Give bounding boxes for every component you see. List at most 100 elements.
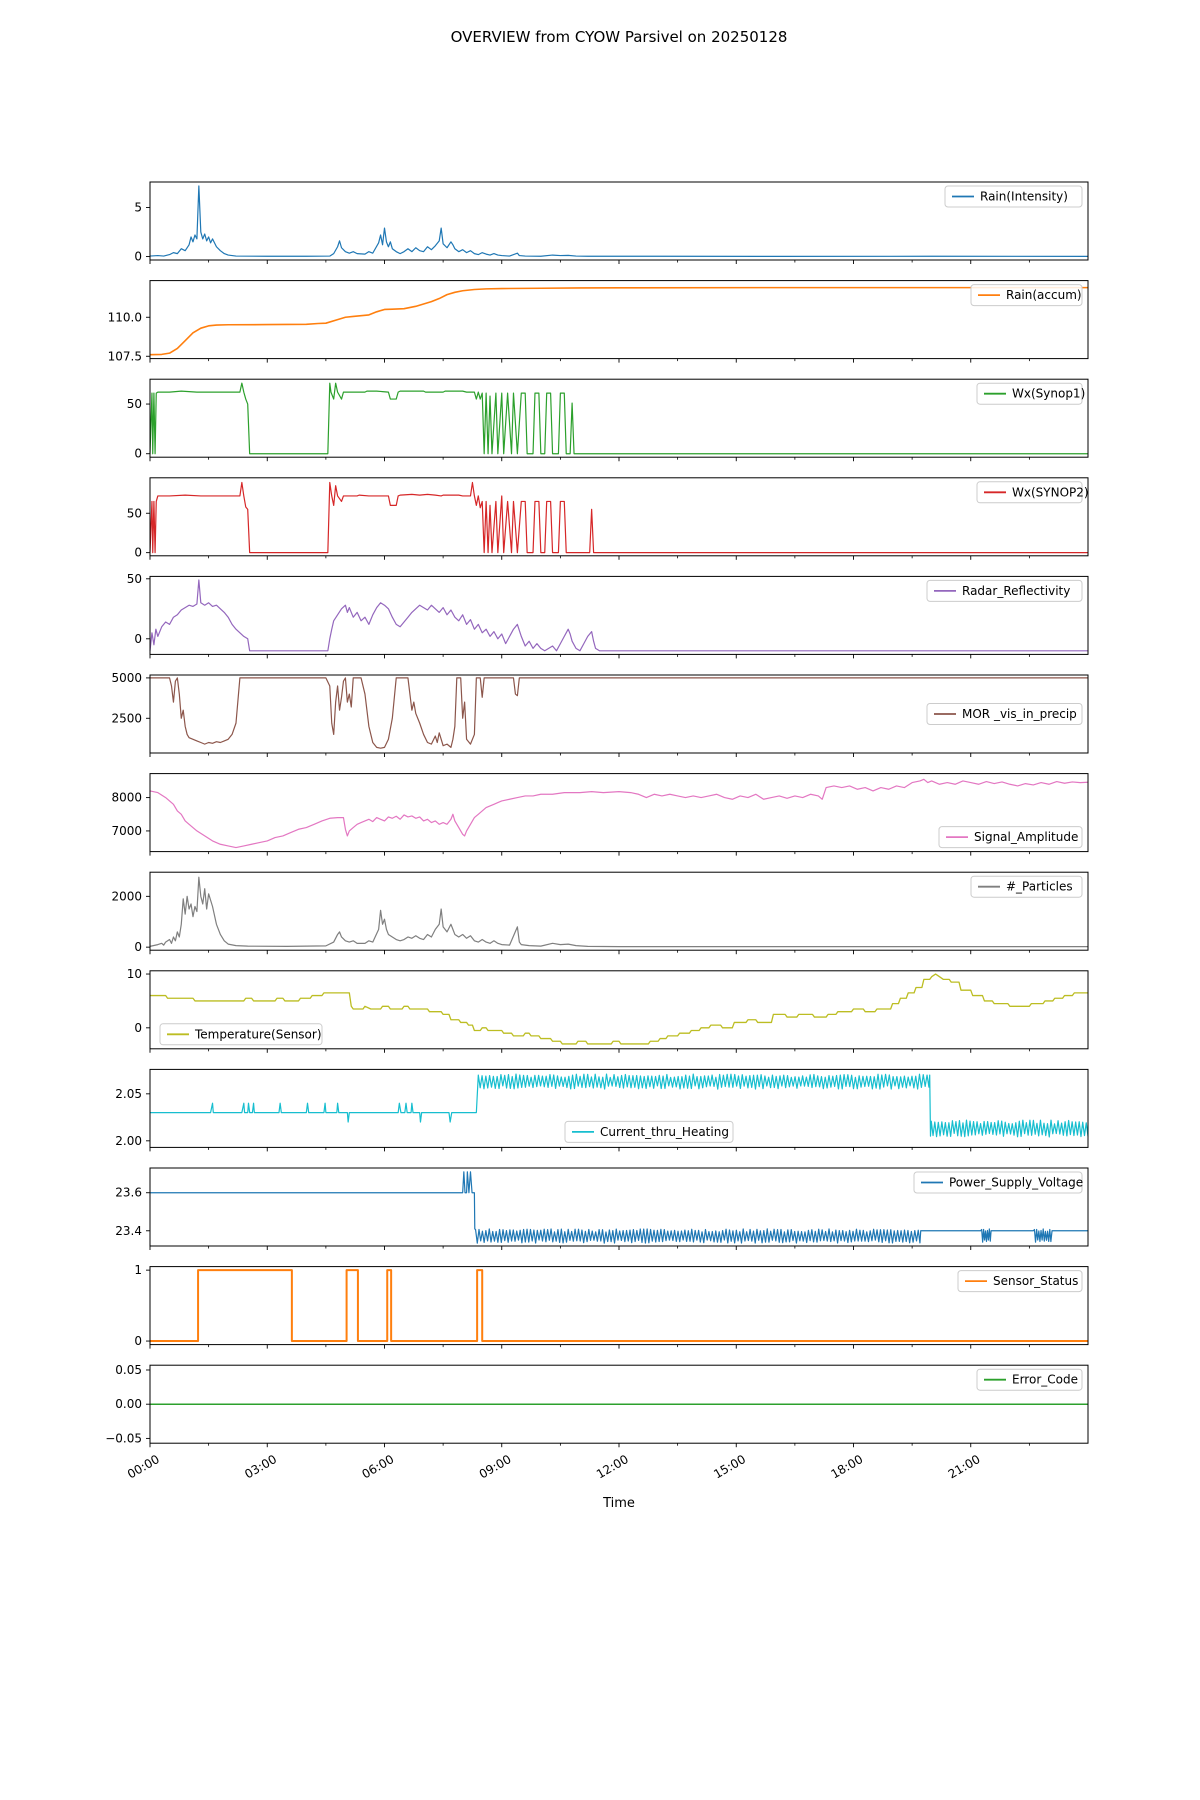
legend-label: Signal_Amplitude [974,830,1078,844]
y-tick-label: 8000 [111,791,142,805]
x-tick-label: 06:00 [359,1452,396,1481]
legend-box [938,826,1083,849]
legend-wx_synop1: Wx(Synop1) [976,382,1085,405]
legend-error_code: Error_Code [976,1368,1083,1391]
y-tick-label: 0 [134,1334,142,1348]
y-tick-label: 0 [134,940,142,954]
panel-n_particles: 2000 0 #_Particles [111,871,1089,955]
y-tick-label: 50 [127,397,142,411]
panel-current_heating: 2.05 2.00 Current_thru_Heating [115,1068,1089,1152]
x-tick-label: 12:00 [594,1452,631,1481]
axes-frame [149,871,1089,951]
y-tick-label: 0 [134,632,142,646]
legend-label: Error_Code [1012,1373,1078,1387]
legend-label: Wx(Synop1) [1012,387,1085,401]
axes-frame [149,378,1089,458]
legend-box [976,481,1083,504]
legend-box [926,703,1083,725]
panel-rain_accum: 110.0 107.5 Rain(accum) [108,280,1089,363]
series-radar_reflectivity [149,579,1088,652]
panel-power_supply: 23.6 23.4 Power_Supply_Voltage [115,1167,1089,1250]
legend-box [913,1171,1083,1194]
y-tick-label: 0 [134,546,142,560]
y-tick-label: 2500 [111,711,142,725]
axes-frame [149,1266,1089,1346]
legend-label: Power_Supply_Voltage [949,1176,1083,1190]
legend-label: Rain(Intensity) [980,190,1068,204]
legend-box [970,284,1083,307]
panel-radar_reflectivity: 50 0 Radar_Reflectivity [127,572,1089,659]
legend-label: Temperature(Sensor) [194,1027,322,1041]
legend-radar_reflectivity: Radar_Reflectivity [926,579,1083,602]
series-signal_amplitude [149,778,1089,849]
legend-mor_vis: MOR _vis_in_precip [926,703,1083,725]
legend-label: Current_thru_Heating [600,1125,729,1139]
chart-title: OVERVIEW from CYOW Parsivel on 20250128 [450,28,788,46]
x-tick-label: 03:00 [242,1452,279,1481]
legend-label: #_Particles [1006,880,1073,894]
legend-box [944,185,1083,208]
panel-error_code: 0.05 0.00 −0.05 00:00 03:00 06:00 09:00 12:00 15… [105,1363,1089,1481]
legend-label: Wx(SYNOP2) [1012,485,1089,499]
y-tick-label: 1 [134,1263,142,1277]
panel-mor_vis: 5000 2500 MOR _vis_in_precip [111,671,1089,757]
y-tick-label: 2.05 [115,1087,142,1101]
panel-temperature: 10 0 Temperature(Sensor) [127,967,1089,1053]
axes-frame [149,477,1089,557]
legend-label: Sensor_Status [993,1274,1078,1288]
y-tick-label: 50 [127,506,142,520]
y-tick-label: 5 [134,201,142,215]
legend-n_particles: #_Particles [970,875,1083,898]
y-tick-label: 2.00 [115,1134,142,1148]
legend-box [564,1120,734,1143]
y-tick-label: 50 [127,572,142,586]
series-wx_synop1 [149,382,1088,455]
legend-current_heating: Current_thru_Heating [564,1120,734,1143]
y-tick-label: 5000 [111,671,142,685]
x-axis-label: Time [603,1496,635,1511]
series-power_supply [150,1171,1088,1244]
y-tick-label: 0 [134,447,142,461]
series-n_particles [149,876,1088,948]
y-tick-label: −0.05 [105,1431,142,1445]
series-mor_vis [150,677,1088,749]
legend-box [926,579,1083,602]
legend-box [976,1368,1083,1391]
legend-box [970,875,1083,898]
y-tick-label: 107.5 [108,349,142,363]
series-temperature [150,973,1088,1045]
axes-frame [149,280,1089,360]
y-tick-label: 2000 [111,889,142,903]
panel-signal_amplitude: 8000 7000 Signal_Amplitude [111,773,1089,856]
legend-temperature: Temperature(Sensor) [159,1023,323,1046]
legend-label: Rain(accum) [1006,288,1082,302]
series-rain_intensity [149,185,1089,257]
legend-label: Radar_Reflectivity [962,584,1070,598]
y-tick-label: 23.6 [115,1186,142,1200]
legend-rain_accum: Rain(accum) [970,284,1083,307]
legend-signal_amplitude: Signal_Amplitude [938,826,1083,849]
panel-rain_intensity: 0 5 Rain(Intensity) [134,181,1089,264]
legend-rain_intensity: Rain(Intensity) [944,185,1083,208]
legend-box [159,1023,323,1046]
series-current_heating [150,1073,1089,1138]
series-sensor_status [150,1269,1088,1343]
panel-wx_synop2: 50 0 Wx(SYNOP2) [127,477,1089,560]
y-tick-label: 23.4 [115,1224,142,1238]
legend-label: MOR _vis_in_precip [962,707,1077,721]
x-tick-label: 18:00 [828,1452,865,1481]
y-tick-label: 0 [134,250,142,264]
legend-box [976,382,1083,405]
x-tick-label: 15:00 [711,1452,748,1481]
panel-wx_synop1: 50 0 Wx(Synop1) [127,378,1089,462]
y-tick-label: 0.05 [115,1363,142,1377]
legend-power_supply: Power_Supply_Voltage [913,1171,1083,1194]
y-tick-label: 7000 [111,824,142,838]
x-tick-label: 00:00 [125,1452,162,1481]
y-tick-label: 0.00 [115,1397,142,1411]
series-rain_accum [149,286,1088,356]
panel-sensor_status: 1 0 Sensor_Status [134,1263,1089,1349]
y-tick-label: 10 [127,967,142,981]
